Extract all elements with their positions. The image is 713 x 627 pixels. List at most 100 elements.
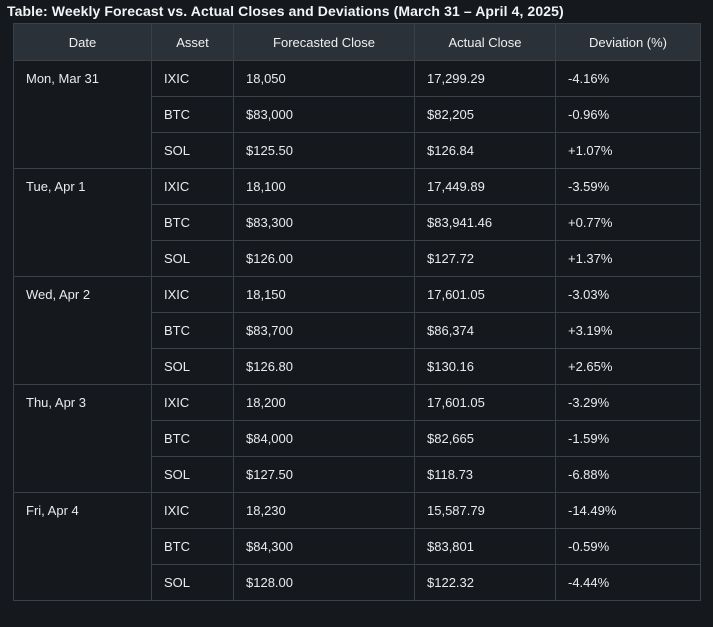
- cell-date: [13, 96, 152, 133]
- header-actual-close: Actual Close: [414, 23, 556, 61]
- cell-deviation: -6.88%: [555, 456, 701, 493]
- cell-asset: BTC: [151, 204, 234, 241]
- cell-date: [13, 132, 152, 169]
- cell-actual-close: 17,601.05: [414, 384, 556, 421]
- cell-date: Fri, Apr 4: [13, 492, 152, 529]
- cell-actual-close: $122.32: [414, 564, 556, 601]
- cell-actual-close: 17,299.29: [414, 60, 556, 97]
- cell-date: [13, 456, 152, 493]
- cell-forecasted-close: $83,000: [233, 96, 415, 133]
- cell-forecasted-close: $83,300: [233, 204, 415, 241]
- table-row: SOL $127.50 $118.73 -6.88%: [13, 456, 701, 493]
- table-row: Fri, Apr 4 IXIC 18,230 15,587.79 -14.49%: [13, 492, 701, 529]
- cell-forecasted-close: $128.00: [233, 564, 415, 601]
- cell-deviation: -4.16%: [555, 60, 701, 97]
- table-row: SOL $128.00 $122.32 -4.44%: [13, 564, 701, 601]
- table-title: Table: Weekly Forecast vs. Actual Closes…: [7, 3, 564, 19]
- cell-asset: IXIC: [151, 492, 234, 529]
- table-row: BTC $83,000 $82,205 -0.96%: [13, 96, 701, 133]
- cell-actual-close: $83,801: [414, 528, 556, 565]
- header-asset: Asset: [151, 23, 234, 61]
- table-row: SOL $125.50 $126.84 +1.07%: [13, 132, 701, 169]
- cell-deviation: -3.59%: [555, 168, 701, 205]
- cell-actual-close: $82,665: [414, 420, 556, 457]
- cell-deviation: +1.37%: [555, 240, 701, 277]
- cell-date: [13, 204, 152, 241]
- cell-asset: SOL: [151, 564, 234, 601]
- cell-forecasted-close: $83,700: [233, 312, 415, 349]
- cell-forecasted-close: $127.50: [233, 456, 415, 493]
- table-row: BTC $84,000 $82,665 -1.59%: [13, 420, 701, 457]
- cell-date: [13, 348, 152, 385]
- header-deviation: Deviation (%): [555, 23, 701, 61]
- cell-asset: SOL: [151, 456, 234, 493]
- cell-asset: SOL: [151, 240, 234, 277]
- cell-asset: IXIC: [151, 60, 234, 97]
- cell-deviation: -14.49%: [555, 492, 701, 529]
- cell-forecasted-close: 18,230: [233, 492, 415, 529]
- cell-date: [13, 528, 152, 565]
- cell-deviation: -0.59%: [555, 528, 701, 565]
- table-header-row: Date Asset Forecasted Close Actual Close…: [13, 23, 701, 61]
- cell-asset: SOL: [151, 132, 234, 169]
- cell-actual-close: 17,449.89: [414, 168, 556, 205]
- header-forecasted-close: Forecasted Close: [233, 23, 415, 61]
- cell-deviation: +0.77%: [555, 204, 701, 241]
- cell-deviation: -3.29%: [555, 384, 701, 421]
- table-body: Mon, Mar 31 IXIC 18,050 17,299.29 -4.16% BTC $…: [13, 60, 701, 601]
- table-row: Thu, Apr 3 IXIC 18,200 17,601.05 -3.29%: [13, 384, 701, 421]
- cell-actual-close: $127.72: [414, 240, 556, 277]
- cell-date: [13, 564, 152, 601]
- cell-asset: BTC: [151, 312, 234, 349]
- table-row: SOL $126.00 $127.72 +1.37%: [13, 240, 701, 277]
- cell-actual-close: $126.84: [414, 132, 556, 169]
- cell-forecasted-close: $126.00: [233, 240, 415, 277]
- cell-forecasted-close: 18,050: [233, 60, 415, 97]
- cell-asset: IXIC: [151, 276, 234, 313]
- table-row: BTC $84,300 $83,801 -0.59%: [13, 528, 701, 565]
- cell-actual-close: 17,601.05: [414, 276, 556, 313]
- cell-date: Thu, Apr 3: [13, 384, 152, 421]
- cell-actual-close: $83,941.46: [414, 204, 556, 241]
- cell-actual-close: $130.16: [414, 348, 556, 385]
- header-date: Date: [13, 23, 152, 61]
- cell-forecasted-close: 18,200: [233, 384, 415, 421]
- cell-deviation: +3.19%: [555, 312, 701, 349]
- cell-actual-close: 15,587.79: [414, 492, 556, 529]
- cell-forecasted-close: 18,100: [233, 168, 415, 205]
- table-row: SOL $126.80 $130.16 +2.65%: [13, 348, 701, 385]
- cell-forecasted-close: $84,000: [233, 420, 415, 457]
- cell-deviation: +2.65%: [555, 348, 701, 385]
- cell-actual-close: $82,205: [414, 96, 556, 133]
- cell-forecasted-close: $84,300: [233, 528, 415, 565]
- cell-asset: BTC: [151, 528, 234, 565]
- cell-forecasted-close: $125.50: [233, 132, 415, 169]
- cell-forecasted-close: 18,150: [233, 276, 415, 313]
- cell-deviation: -0.96%: [555, 96, 701, 133]
- cell-date: Mon, Mar 31: [13, 60, 152, 97]
- table-row: Wed, Apr 2 IXIC 18,150 17,601.05 -3.03%: [13, 276, 701, 313]
- cell-asset: IXIC: [151, 168, 234, 205]
- cell-date: [13, 420, 152, 457]
- cell-date: Wed, Apr 2: [13, 276, 152, 313]
- cell-deviation: -4.44%: [555, 564, 701, 601]
- forecast-table: Date Asset Forecasted Close Actual Close…: [13, 23, 701, 601]
- cell-asset: IXIC: [151, 384, 234, 421]
- cell-date: Tue, Apr 1: [13, 168, 152, 205]
- cell-date: [13, 240, 152, 277]
- table-row: BTC $83,300 $83,941.46 +0.77%: [13, 204, 701, 241]
- cell-actual-close: $86,374: [414, 312, 556, 349]
- table-row: Mon, Mar 31 IXIC 18,050 17,299.29 -4.16%: [13, 60, 701, 97]
- table-row: Tue, Apr 1 IXIC 18,100 17,449.89 -3.59%: [13, 168, 701, 205]
- cell-asset: BTC: [151, 96, 234, 133]
- cell-deviation: -1.59%: [555, 420, 701, 457]
- cell-actual-close: $118.73: [414, 456, 556, 493]
- cell-asset: BTC: [151, 420, 234, 457]
- cell-deviation: -3.03%: [555, 276, 701, 313]
- cell-date: [13, 312, 152, 349]
- cell-deviation: +1.07%: [555, 132, 701, 169]
- table-row: BTC $83,700 $86,374 +3.19%: [13, 312, 701, 349]
- cell-forecasted-close: $126.80: [233, 348, 415, 385]
- cell-asset: SOL: [151, 348, 234, 385]
